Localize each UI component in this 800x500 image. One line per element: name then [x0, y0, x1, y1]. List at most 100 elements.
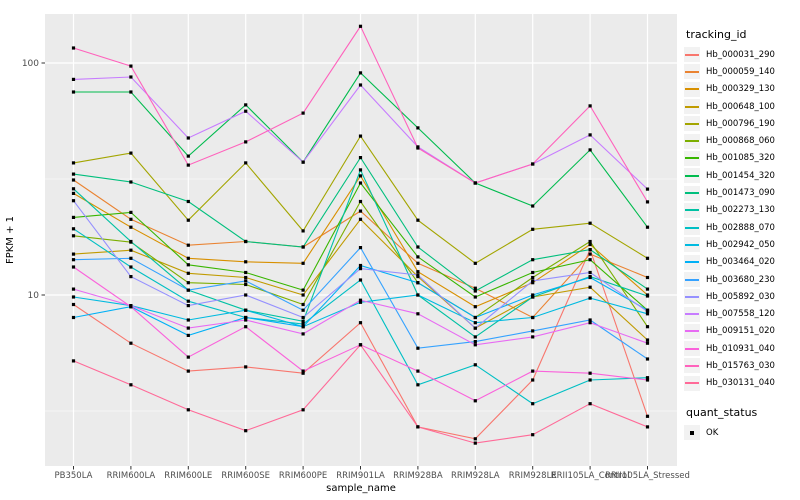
data-point-marker: [473, 305, 477, 309]
data-point-marker: [358, 24, 363, 28]
data-point-marker: [244, 429, 248, 433]
data-point-marker: [416, 126, 420, 130]
data-point-marker: [531, 369, 535, 373]
legend-item-label: Hb_001085_320: [706, 153, 775, 164]
data-point-marker: [588, 252, 592, 256]
data-point-marker: [588, 258, 592, 262]
data-point-marker: [186, 318, 190, 322]
data-point-marker: [473, 326, 477, 330]
legend-item-Hb_001454_320: Hb_001454_320: [684, 167, 798, 184]
legend-key-swatch: [684, 220, 700, 236]
data-point-marker: [71, 161, 76, 165]
data-point-marker: [186, 154, 190, 158]
data-point-marker: [473, 335, 477, 339]
data-point-marker: [473, 441, 477, 445]
data-point-marker: [531, 335, 535, 339]
data-point-marker: [358, 217, 363, 221]
legend-title-tracking-id: tracking_id: [686, 28, 747, 41]
legend-key-swatch: [684, 116, 700, 132]
legend-title-quant-status: quant_status: [686, 405, 758, 419]
data-point-marker: [129, 75, 133, 79]
data-point-marker: [473, 315, 477, 320]
data-point-marker: [416, 383, 420, 387]
data-point-marker: [301, 332, 305, 336]
data-point-marker: [645, 341, 650, 345]
data-point-marker: [473, 437, 477, 441]
legend-line-icon: [685, 174, 699, 177]
data-point-marker: [129, 275, 133, 279]
data-point-marker: [416, 261, 420, 265]
data-point-marker: [358, 181, 363, 185]
legend-item-Hb_000329_130: Hb_000329_130: [684, 81, 798, 98]
data-point-marker: [301, 302, 305, 307]
legend-key-swatch: [684, 202, 700, 218]
data-point-marker: [301, 293, 305, 297]
data-point-marker: [244, 325, 248, 329]
data-point-marker: [301, 229, 305, 233]
data-point-marker: [244, 103, 248, 107]
data-point-marker: [358, 267, 363, 271]
data-point-marker: [186, 288, 190, 292]
legend-item-Hb_001085_320: Hb_001085_320: [684, 150, 798, 167]
data-point-marker: [588, 242, 592, 247]
legend-line-icon: [685, 382, 699, 385]
legend-line-icon: [685, 209, 699, 212]
legend-item-label: Hb_000031_290: [706, 49, 775, 60]
data-point-marker: [358, 246, 363, 250]
data-point-marker: [129, 305, 133, 309]
legend-item-Hb_003680_230: Hb_003680_230: [684, 271, 798, 288]
legend-item-ok: OK: [684, 424, 798, 441]
data-point-marker: [473, 181, 477, 185]
data-point-marker: [645, 200, 650, 204]
x-axis-title: sample_name: [326, 483, 396, 494]
data-point-marker: [531, 279, 535, 283]
data-point-marker: [71, 234, 76, 238]
data-point-marker: [71, 258, 76, 262]
data-point-marker: [531, 378, 535, 382]
legend-item-Hb_001473_090: Hb_001473_090: [684, 184, 798, 201]
data-point-marker: [645, 187, 650, 191]
data-point-marker: [588, 148, 592, 152]
data-point-marker: [645, 378, 650, 382]
legend-item-Hb_005892_030: Hb_005892_030: [684, 288, 798, 305]
legend-key-swatch: [684, 133, 700, 149]
data-point-marker: [244, 260, 248, 264]
data-point-marker: [186, 299, 190, 303]
data-point-marker: [71, 46, 76, 50]
data-point-marker: [473, 295, 477, 299]
data-point-marker: [473, 340, 477, 344]
data-point-marker: [416, 273, 420, 277]
legend-key-swatch: [684, 341, 700, 357]
data-point-marker: [473, 399, 477, 403]
data-point-marker: [416, 293, 420, 297]
data-point-marker: [129, 217, 133, 221]
data-point-marker: [301, 160, 305, 164]
x-tick-label: RRII105LA_Control: [551, 471, 630, 481]
data-point-marker: [473, 321, 477, 325]
data-point-marker: [416, 245, 420, 249]
legend-item-label: Hb_000648_100: [706, 101, 775, 112]
x-tick-label: RRIM928LA: [451, 471, 500, 481]
legend-key-swatch: [684, 375, 700, 391]
data-point-marker: [358, 321, 363, 325]
legend-line-icon: [685, 243, 699, 246]
x-tick-label: PB350LA: [55, 471, 93, 481]
data-point-marker: [473, 343, 477, 347]
legend-item-label: Hb_002273_130: [706, 205, 775, 216]
legend-item-Hb_009151_020: Hb_009151_020: [684, 323, 798, 340]
x-tick-label: RRIM600SE: [221, 471, 270, 481]
legend-item-label: Hb_009151_020: [706, 326, 775, 337]
data-point-marker: [71, 252, 76, 256]
data-point-marker: [244, 315, 248, 320]
data-point-marker: [71, 90, 76, 94]
data-point-marker: [531, 258, 535, 262]
data-point-marker: [531, 162, 535, 166]
data-point-marker: [244, 275, 248, 280]
data-point-marker: [416, 281, 420, 285]
data-point-marker: [129, 64, 133, 68]
data-point-marker: [531, 315, 535, 320]
data-point-marker: [301, 261, 305, 265]
legend-line-icon: [685, 122, 699, 125]
data-point-marker: [645, 294, 650, 298]
